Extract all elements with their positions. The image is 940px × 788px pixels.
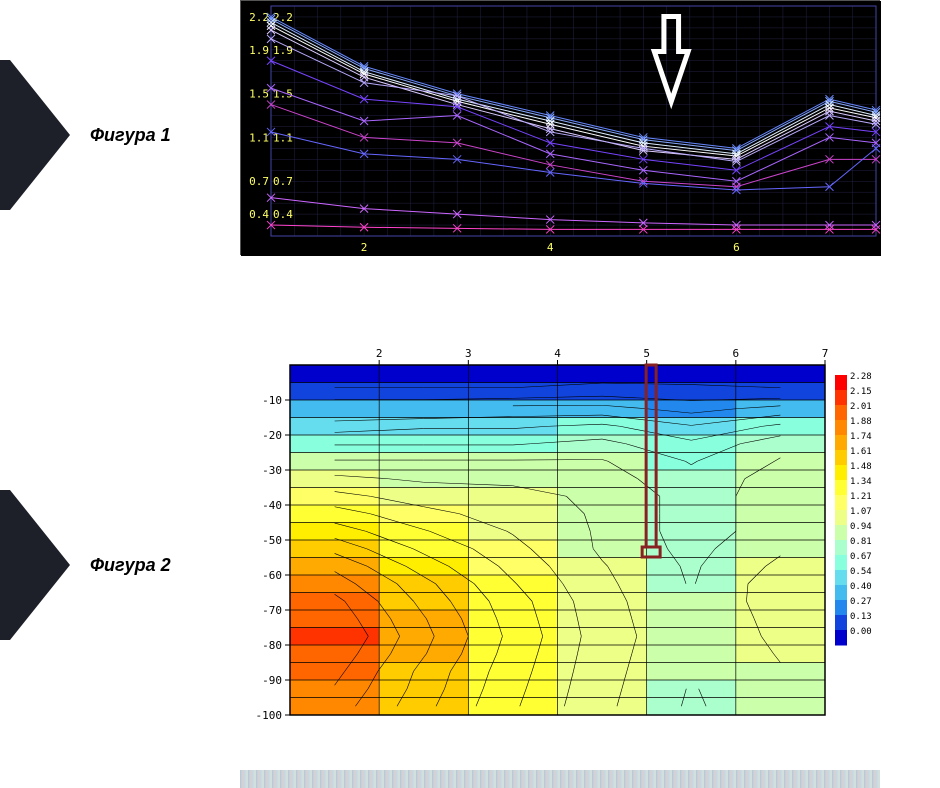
svg-text:-60: -60 — [262, 569, 282, 582]
svg-text:2.28: 2.28 — [850, 372, 872, 382]
svg-text:2: 2 — [376, 347, 383, 360]
figure2-label-block: Фигура 2 — [0, 490, 200, 640]
svg-text:1.5: 1.5 — [249, 88, 269, 101]
svg-text:1.61: 1.61 — [850, 447, 872, 457]
svg-text:6: 6 — [733, 241, 740, 254]
svg-text:2.15: 2.15 — [850, 387, 872, 397]
svg-text:7: 7 — [822, 347, 829, 360]
svg-text:0.40: 0.40 — [850, 582, 872, 592]
svg-text:1.34: 1.34 — [850, 477, 872, 487]
figure2-chart: 2 3 4 5 6 7 -10 -20 -30 -40 -50 -60 -70 -80 -90 -100 2.2… — [240, 345, 880, 720]
svg-text:0.54: 0.54 — [850, 567, 872, 577]
figure2-label: Фигура 2 — [90, 555, 171, 576]
svg-text:1.74: 1.74 — [850, 432, 872, 442]
pentagon-shape-2 — [0, 490, 70, 640]
svg-text:0.67: 0.67 — [850, 552, 872, 562]
svg-text:-100: -100 — [256, 709, 283, 720]
svg-text:-30: -30 — [262, 464, 282, 477]
svg-text:0.94: 0.94 — [850, 522, 872, 532]
svg-text:2.2: 2.2 — [249, 11, 269, 24]
svg-text:4: 4 — [554, 347, 561, 360]
svg-text:0.4: 0.4 — [273, 208, 293, 221]
svg-text:1.21: 1.21 — [850, 492, 872, 502]
svg-text:1.9: 1.9 — [249, 44, 269, 57]
svg-text:0.00: 0.00 — [850, 627, 872, 637]
svg-text:-40: -40 — [262, 499, 282, 512]
svg-text:1.9: 1.9 — [273, 44, 293, 57]
svg-text:-20: -20 — [262, 429, 282, 442]
svg-text:0.27: 0.27 — [850, 597, 872, 607]
svg-text:1.1: 1.1 — [249, 131, 269, 144]
svg-text:-70: -70 — [262, 604, 282, 617]
svg-text:2: 2 — [361, 241, 368, 254]
svg-text:-50: -50 — [262, 534, 282, 547]
svg-text:0.7: 0.7 — [249, 175, 269, 188]
svg-text:0.13: 0.13 — [850, 612, 872, 622]
svg-text:-90: -90 — [262, 674, 282, 687]
svg-text:6: 6 — [733, 347, 740, 360]
svg-text:0.7: 0.7 — [273, 175, 293, 188]
svg-text:1.48: 1.48 — [850, 462, 872, 472]
figure1-label: Фигура 1 — [90, 125, 171, 146]
svg-text:5: 5 — [643, 347, 650, 360]
svg-text:-10: -10 — [262, 394, 282, 407]
svg-text:-80: -80 — [262, 639, 282, 652]
svg-text:0.81: 0.81 — [850, 537, 872, 547]
svg-text:4: 4 — [547, 241, 554, 254]
figure1-label-block: Фигура 1 — [0, 60, 200, 210]
figure1-chart: 2460.40.40.70.71.11.11.51.51.91.92.22.2 — [240, 0, 880, 255]
pentagon-shape-1 — [0, 60, 70, 210]
noise-decoration — [240, 770, 880, 788]
svg-text:3: 3 — [465, 347, 472, 360]
svg-text:1.07: 1.07 — [850, 507, 872, 517]
svg-text:2.01: 2.01 — [850, 402, 872, 412]
svg-text:0.4: 0.4 — [249, 208, 269, 221]
svg-text:1.88: 1.88 — [850, 417, 872, 427]
